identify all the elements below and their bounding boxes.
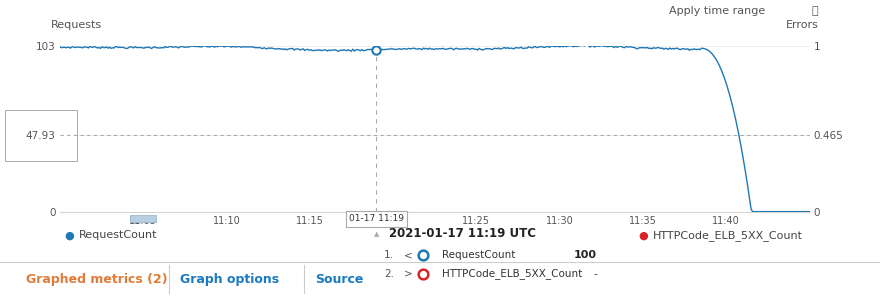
Text: 01-17 11:19: 01-17 11:19: [348, 214, 404, 223]
Text: ●: ●: [64, 230, 74, 240]
Text: 🔍: 🔍: [811, 6, 818, 16]
Text: 100: 100: [574, 250, 597, 260]
Text: ●: ●: [638, 230, 648, 240]
Text: 1.: 1.: [384, 250, 394, 260]
Text: RequestCount: RequestCount: [442, 250, 516, 260]
Text: Requests: Requests: [51, 20, 102, 30]
Text: 2021-01-17 11:19 UTC: 2021-01-17 11:19 UTC: [389, 228, 536, 240]
Text: Errors: Errors: [786, 20, 818, 30]
Text: <: <: [403, 250, 412, 260]
Text: >: >: [403, 269, 412, 279]
Text: Apply time range: Apply time range: [669, 6, 765, 16]
Text: -: -: [593, 269, 597, 279]
Text: RequestCount: RequestCount: [79, 230, 158, 240]
Text: Graph options: Graph options: [180, 273, 280, 286]
Text: Add Metrics: Add Metrics: [742, 272, 832, 285]
Text: 2.: 2.: [384, 269, 394, 279]
Text: Graphed metrics (2): Graphed metrics (2): [26, 273, 168, 286]
Text: HTTPCode_ELB_5XX_Count: HTTPCode_ELB_5XX_Count: [653, 230, 803, 241]
Text: HTTPCode_ELB_5XX_Count: HTTPCode_ELB_5XX_Count: [442, 268, 583, 279]
Text: ▲: ▲: [374, 231, 379, 237]
Text: Source: Source: [315, 273, 363, 286]
